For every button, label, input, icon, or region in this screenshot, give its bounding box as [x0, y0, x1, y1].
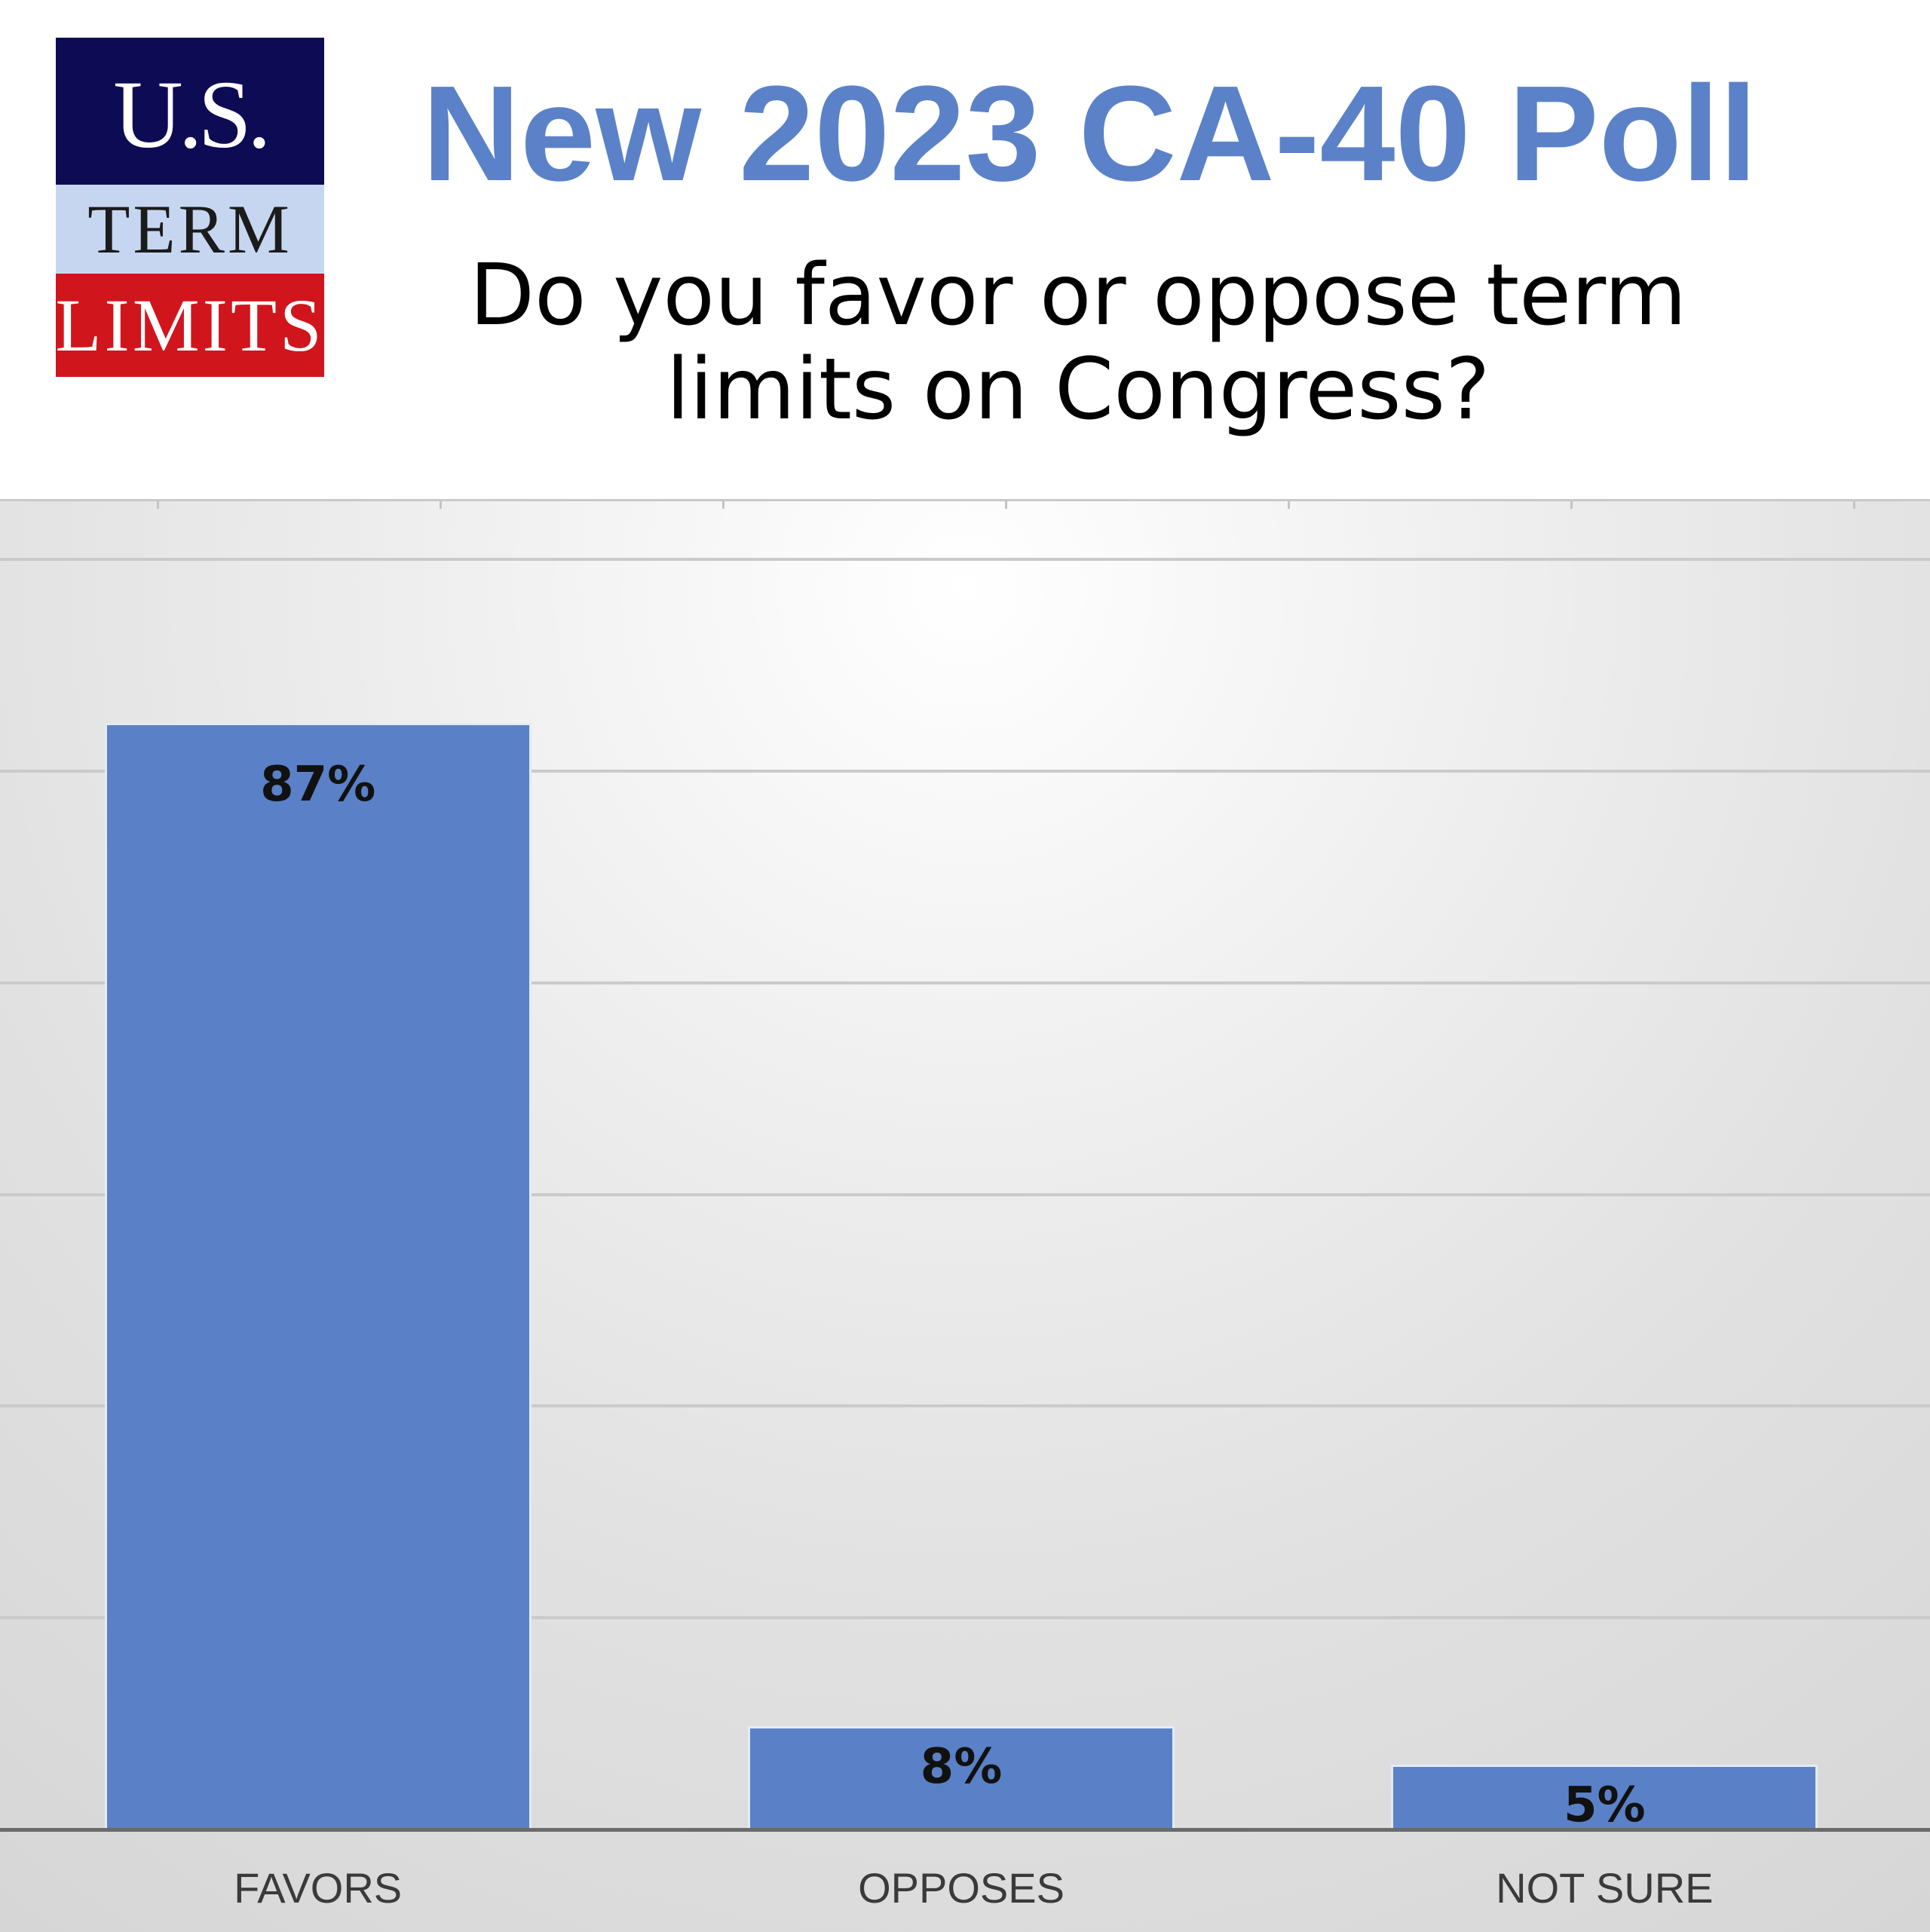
logo-top-band: U.S.	[56, 38, 324, 185]
category-label: FAVORS	[234, 1864, 403, 1912]
bar-favors	[104, 723, 532, 1828]
gridline	[0, 769, 1930, 773]
gridline	[0, 558, 1930, 561]
data-label: 5%	[1564, 1777, 1646, 1833]
logo-term-text: TERM	[87, 191, 293, 268]
axis-tick	[157, 501, 159, 509]
bar-opposes	[748, 1726, 1175, 1828]
bar-not-sure	[1391, 1764, 1818, 1828]
logo-us-text: U.S.	[113, 60, 271, 168]
gridline	[0, 1404, 1930, 1408]
gridline	[0, 981, 1930, 984]
axis-tick	[722, 501, 725, 509]
axis-tick	[440, 501, 442, 509]
category-label: OPPOSES	[858, 1864, 1065, 1912]
chart-title: New 2023 CA-40 Poll	[422, 58, 1757, 210]
data-label: 8%	[920, 1739, 1003, 1796]
axis-tick	[1570, 501, 1573, 509]
category-label: NOT SURE	[1496, 1864, 1714, 1912]
data-label: 87%	[260, 757, 376, 813]
x-axis-line	[0, 1828, 1930, 1832]
gridline	[0, 1193, 1930, 1196]
logo-middle-band: TERM	[56, 185, 324, 274]
chart-subtitle: Do you favor or oppose term limits on Co…	[469, 246, 1687, 439]
logo-bottom-band: LIMITS	[55, 274, 325, 377]
plot-area: 87% FAVORS 8% OPPOSES 5% NOT SURE	[0, 499, 1930, 1932]
axis-tick	[1853, 501, 1855, 509]
axis-tick	[1288, 501, 1290, 509]
logo-limits-text: LIMITS	[55, 283, 325, 367]
us-term-limits-logo: U.S. TERM LIMITS	[55, 38, 325, 377]
axis-tick	[1005, 501, 1007, 509]
gridline	[0, 1616, 1930, 1620]
